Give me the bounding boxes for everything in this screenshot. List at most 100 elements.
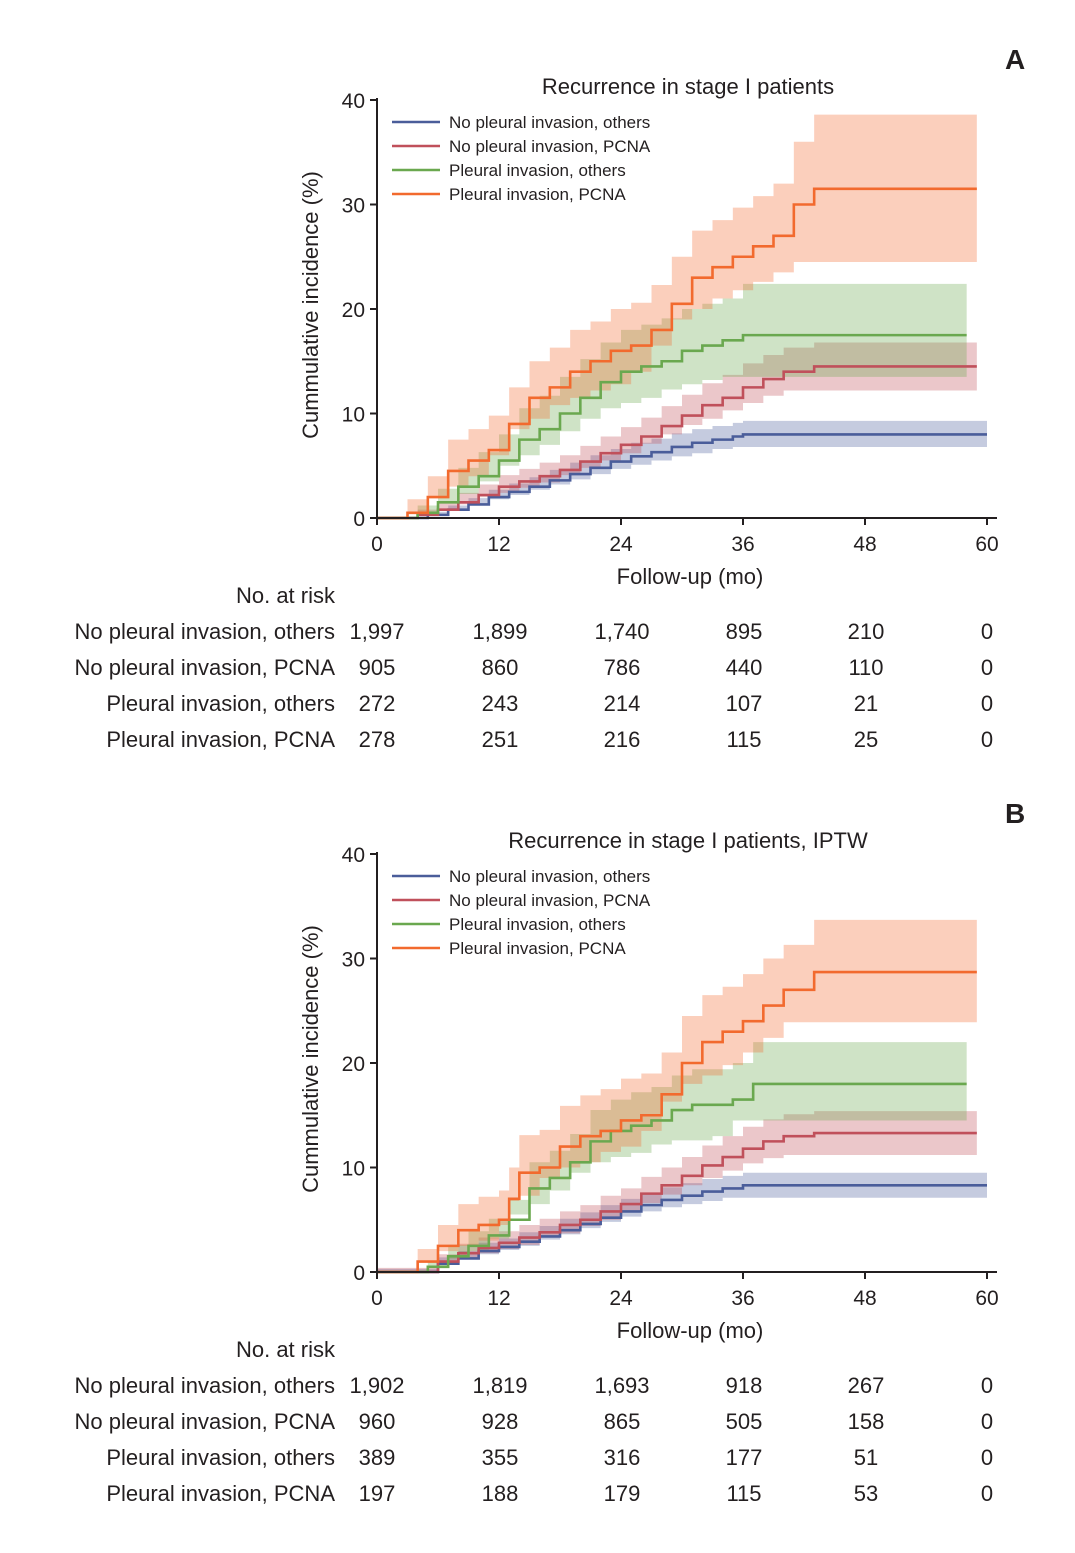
chart-title: Recurrence in stage I patients [542, 74, 834, 99]
at-risk-value: 188 [482, 1481, 519, 1506]
y-tick-label: 10 [342, 1158, 365, 1181]
at-risk-value: 1,693 [594, 1373, 649, 1398]
at-risk-row-label: Pleural invasion, PCNA [106, 727, 335, 752]
series-line-4 [377, 187, 977, 520]
legend-label-3: Pleural invasion, others [449, 161, 626, 180]
at-risk-value: 960 [359, 1409, 396, 1434]
y-tick-label: 20 [342, 1053, 365, 1076]
panel-label-b: B [1005, 798, 1026, 829]
y-axis-label: Cummulative incidence (%) [298, 171, 323, 439]
at-risk-value: 1,740 [594, 619, 649, 644]
at-risk-value: 0 [981, 1373, 993, 1398]
legend-label-4: Pleural invasion, PCNA [449, 939, 626, 958]
at-risk-value: 115 [726, 727, 761, 752]
legend-label-2: No pleural invasion, PCNA [449, 137, 651, 156]
at-risk-row-label: No pleural invasion, others [75, 619, 335, 644]
at-risk-value: 865 [604, 1409, 641, 1434]
at-risk-value: 107 [726, 691, 763, 716]
series-line-3 [377, 1082, 967, 1274]
at-risk-value: 905 [359, 655, 396, 680]
at-risk-value: 355 [482, 1445, 519, 1470]
ci-band-2 [377, 1111, 977, 1272]
x-tick-label: 12 [487, 1287, 510, 1310]
at-risk-value: 1,997 [349, 619, 404, 644]
legend-label-1: No pleural invasion, others [449, 867, 650, 886]
at-risk-value: 786 [604, 655, 641, 680]
x-tick-label: 48 [853, 1287, 876, 1310]
at-risk-value: 0 [981, 655, 993, 680]
at-risk-value: 21 [854, 691, 878, 716]
legend-label-1: No pleural invasion, others [449, 113, 650, 132]
x-tick-label: 36 [731, 533, 754, 556]
at-risk-heading: No. at risk [236, 1337, 336, 1362]
km-chart-a: Recurrence in stage I patients 0 10 20 30 40 0… [75, 74, 999, 752]
at-risk-value: 267 [848, 1373, 885, 1398]
y-tick-label: 0 [353, 508, 365, 531]
at-risk-value: 1,902 [349, 1373, 404, 1398]
x-tick-label: 24 [609, 533, 633, 556]
at-risk-value: 440 [726, 655, 763, 680]
legend-label-2: No pleural invasion, PCNA [449, 891, 651, 910]
at-risk-value: 1,819 [472, 1373, 527, 1398]
ci-band-2 [377, 342, 977, 518]
at-risk-row-label: Pleural invasion, others [106, 691, 335, 716]
at-risk-value: 216 [604, 727, 641, 752]
at-risk-value: 0 [981, 619, 993, 644]
y-tick-label: 30 [342, 949, 365, 972]
y-tick-label: 40 [342, 90, 365, 113]
y-tick-label: 40 [342, 844, 365, 867]
at-risk-value: 158 [848, 1409, 885, 1434]
at-risk-value: 928 [482, 1409, 519, 1434]
x-tick-label: 24 [609, 1287, 633, 1310]
legend-label-4: Pleural invasion, PCNA [449, 185, 626, 204]
series-line-2 [377, 365, 977, 520]
at-risk-value: 115 [726, 1481, 761, 1506]
at-risk-value: 895 [726, 619, 763, 644]
at-risk-value: 25 [854, 727, 878, 752]
y-axis-label: Cummulative incidence (%) [298, 925, 323, 1193]
at-risk-value: 918 [726, 1373, 763, 1398]
x-tick-label: 0 [371, 1287, 383, 1310]
y-tick-label: 30 [342, 195, 365, 218]
at-risk-value: 179 [604, 1481, 641, 1506]
at-risk-value: 505 [726, 1409, 763, 1434]
at-risk-value: 0 [981, 1481, 993, 1506]
x-tick-label: 36 [731, 1287, 754, 1310]
ci-band-4 [377, 114, 977, 518]
series-line-1 [377, 1183, 987, 1274]
y-tick-label: 0 [353, 1262, 365, 1285]
at-risk-value: 389 [359, 1445, 396, 1470]
legend-label-3: Pleural invasion, others [449, 915, 626, 934]
at-risk-value: 0 [981, 1445, 993, 1470]
at-risk-value: 0 [981, 1409, 993, 1434]
series-line-1 [377, 433, 987, 520]
at-risk-row-label: No pleural invasion, PCNA [75, 655, 336, 680]
x-tick-label: 0 [371, 533, 383, 556]
at-risk-value: 214 [604, 691, 641, 716]
at-risk-value: 51 [854, 1445, 878, 1470]
at-risk-value: 278 [359, 727, 396, 752]
at-risk-row-label: No pleural invasion, others [75, 1373, 335, 1398]
km-chart-b: Recurrence in stage I patients, IPTW 0 10 2… [75, 828, 999, 1506]
x-axis-label: Follow-up (mo) [617, 564, 764, 589]
at-risk-value: 1,899 [472, 619, 527, 644]
at-risk-value: 0 [981, 727, 993, 752]
at-risk-value: 0 [981, 691, 993, 716]
x-tick-label: 48 [853, 533, 876, 556]
at-risk-value: 110 [848, 655, 883, 680]
x-tick-label: 60 [975, 533, 998, 556]
at-risk-row-label: Pleural invasion, PCNA [106, 1481, 335, 1506]
ci-band-3 [377, 283, 967, 518]
ci-band-1 [377, 1172, 987, 1272]
ci-band-4 [377, 919, 977, 1272]
at-risk-value: 197 [359, 1481, 396, 1506]
at-risk-value: 860 [482, 655, 519, 680]
at-risk-row-label: Pleural invasion, others [106, 1445, 335, 1470]
series-line-3 [377, 333, 967, 520]
at-risk-value: 272 [359, 691, 396, 716]
at-risk-value: 251 [482, 727, 519, 752]
at-risk-value: 210 [848, 619, 885, 644]
chart-title: Recurrence in stage I patients, IPTW [508, 828, 868, 853]
x-tick-label: 60 [975, 1287, 998, 1310]
x-tick-label: 12 [487, 533, 510, 556]
